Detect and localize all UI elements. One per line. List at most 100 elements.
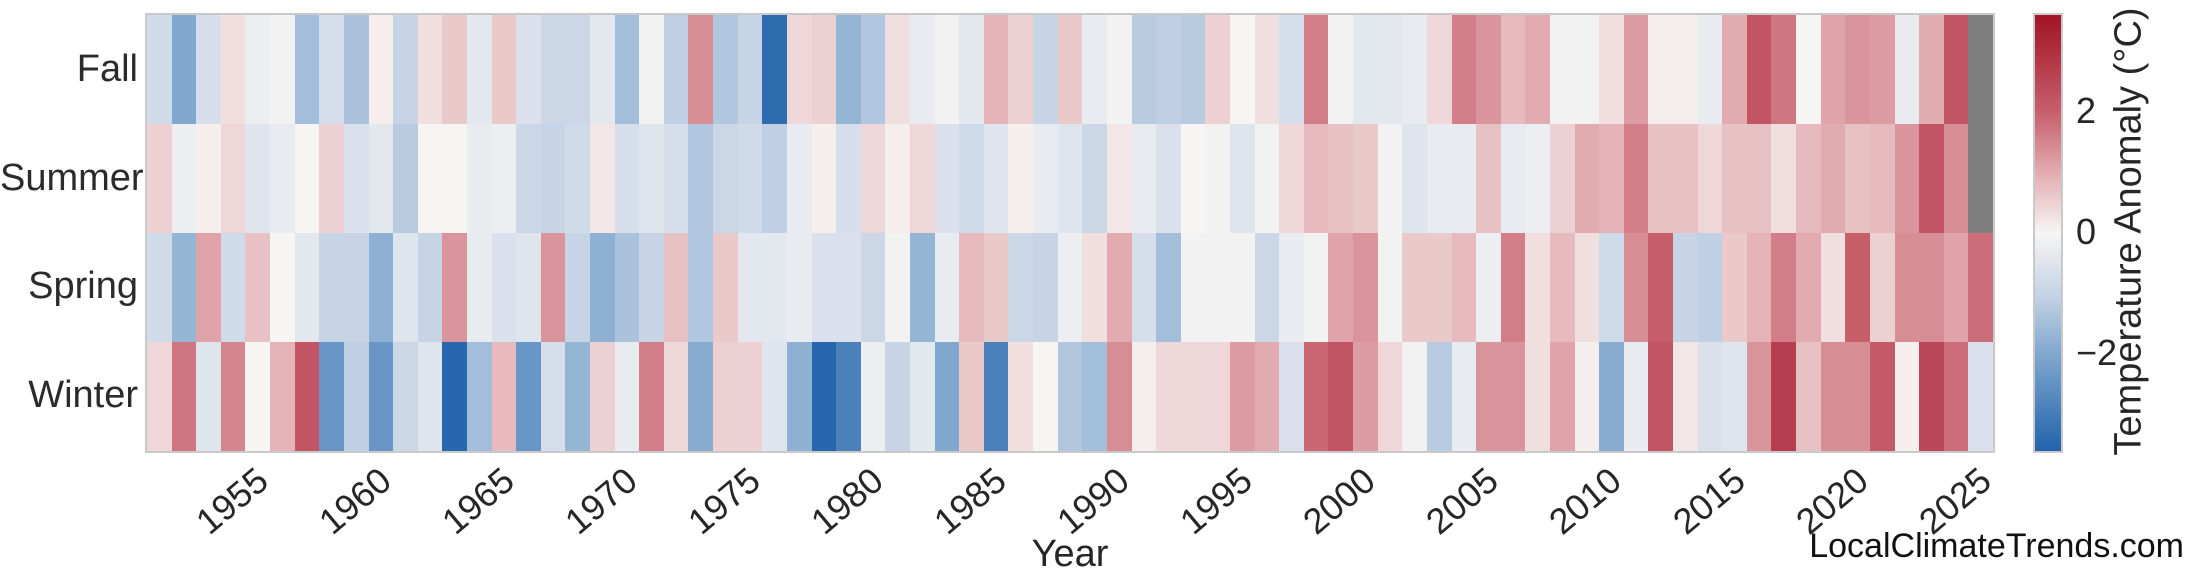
heatmap-cell	[762, 233, 787, 342]
heatmap-cell	[1377, 342, 1403, 451]
heatmap-cell	[1968, 124, 1993, 233]
heatmap-cell	[762, 124, 787, 233]
heatmap-cell	[1254, 342, 1280, 451]
heatmap-cell	[1796, 342, 1821, 451]
heatmap-cell	[1500, 342, 1526, 451]
x-axis-title: Year	[1031, 533, 1109, 575]
heatmap-cell	[245, 124, 271, 233]
heatmap-cell	[1229, 233, 1255, 342]
heatmap-cell	[959, 342, 984, 451]
heatmap-cell	[934, 15, 960, 124]
heatmap-cell	[860, 124, 886, 233]
heatmap-cell	[1894, 342, 1920, 451]
heatmap-cell	[1771, 342, 1797, 451]
heatmap-cell	[220, 342, 246, 451]
heatmap-cell	[220, 233, 246, 342]
heatmap-cell	[1106, 233, 1132, 342]
heatmap-cell	[466, 15, 492, 124]
heatmap-cell	[417, 233, 443, 342]
heatmap-cell	[688, 342, 714, 451]
heatmap-cell	[836, 342, 861, 451]
heatmap-cell	[1426, 342, 1452, 451]
heatmap-cell	[1229, 15, 1255, 124]
heatmap-cell	[1205, 342, 1230, 451]
heatmap-cell	[1525, 124, 1550, 233]
heatmap-cell	[1180, 124, 1206, 233]
heatmap-cell	[1476, 233, 1501, 342]
heatmap-cell	[713, 124, 738, 233]
heatmap-cell	[343, 15, 369, 124]
heatmap-cell	[1254, 233, 1280, 342]
heatmap-cell	[910, 124, 935, 233]
heatmap-cell	[737, 15, 763, 124]
watermark-text: LocalClimateTrends.com	[1809, 527, 2184, 565]
heatmap-cell	[1869, 15, 1895, 124]
heatmap-cell	[1279, 233, 1304, 342]
heatmap-cell	[1156, 342, 1181, 451]
heatmap-cell	[1771, 124, 1797, 233]
heatmap-cell	[1796, 233, 1821, 342]
heatmap-cell	[1623, 233, 1649, 342]
heatmap-cell	[319, 15, 344, 124]
heatmap-cell	[1500, 124, 1526, 233]
heatmap-cell	[442, 342, 467, 451]
heatmap-cell	[959, 15, 984, 124]
heatmap-cell	[466, 342, 492, 451]
heatmap-cell	[1869, 124, 1895, 233]
heatmap-cell	[319, 124, 344, 233]
heatmap-cell	[1057, 124, 1083, 233]
heatmap-cell	[565, 124, 591, 233]
heatmap-cell	[1919, 233, 1944, 342]
colorbar-tick-label: 0	[2076, 211, 2097, 252]
heatmap-cell	[540, 342, 566, 451]
heatmap-cell	[811, 124, 837, 233]
heatmap-cell	[565, 233, 591, 342]
heatmap-cell	[294, 15, 320, 124]
heatmap-cell	[959, 124, 984, 233]
heatmap-cell	[1131, 15, 1157, 124]
heatmap-cell	[934, 342, 960, 451]
heatmap-cell	[393, 342, 418, 451]
heatmap-cell	[1033, 124, 1058, 233]
heatmap-cell	[885, 15, 910, 124]
heatmap-cell	[1353, 233, 1378, 342]
heatmap-cell	[1943, 15, 1969, 124]
heatmap-cell	[1746, 342, 1772, 451]
heatmap-cell	[1377, 15, 1403, 124]
heatmap-cell	[860, 233, 886, 342]
heatmap-panel	[145, 13, 1995, 453]
heatmap-cell	[270, 124, 295, 233]
heatmap-cell	[1279, 342, 1304, 451]
heatmap-cell	[442, 15, 467, 124]
heatmap-cell	[1328, 15, 1354, 124]
heatmap-cell	[245, 233, 271, 342]
heatmap-cell	[1033, 233, 1058, 342]
heatmap-cell	[343, 342, 369, 451]
heatmap-cell	[319, 342, 344, 451]
heatmap-cell	[1894, 15, 1920, 124]
heatmap-cell	[1057, 15, 1083, 124]
heatmap-cell	[1722, 15, 1747, 124]
heatmap-cell	[663, 233, 689, 342]
heatmap-cell	[1648, 342, 1674, 451]
heatmap-cell	[1426, 124, 1452, 233]
heatmap-cell	[1919, 342, 1944, 451]
heatmap-cell	[343, 124, 369, 233]
heatmap-cell	[1082, 15, 1107, 124]
heatmap-cell	[220, 15, 246, 124]
heatmap-cell	[442, 233, 467, 342]
heatmap-cell	[1402, 124, 1427, 233]
heatmap-cell	[1254, 124, 1280, 233]
heatmap-cell	[245, 342, 271, 451]
heatmap-cell	[1279, 124, 1304, 233]
heatmap-cell	[1328, 124, 1354, 233]
heatmap-cell	[1180, 342, 1206, 451]
row-label-spring: Spring	[28, 265, 138, 308]
heatmap-cell	[1599, 233, 1624, 342]
heatmap-cell	[934, 124, 960, 233]
heatmap-cell	[270, 15, 295, 124]
heatmap-cell	[1254, 15, 1280, 124]
colorbar-tick-label: −2	[2076, 331, 2118, 373]
heatmap-cell	[811, 15, 837, 124]
heatmap-cell	[639, 15, 664, 124]
